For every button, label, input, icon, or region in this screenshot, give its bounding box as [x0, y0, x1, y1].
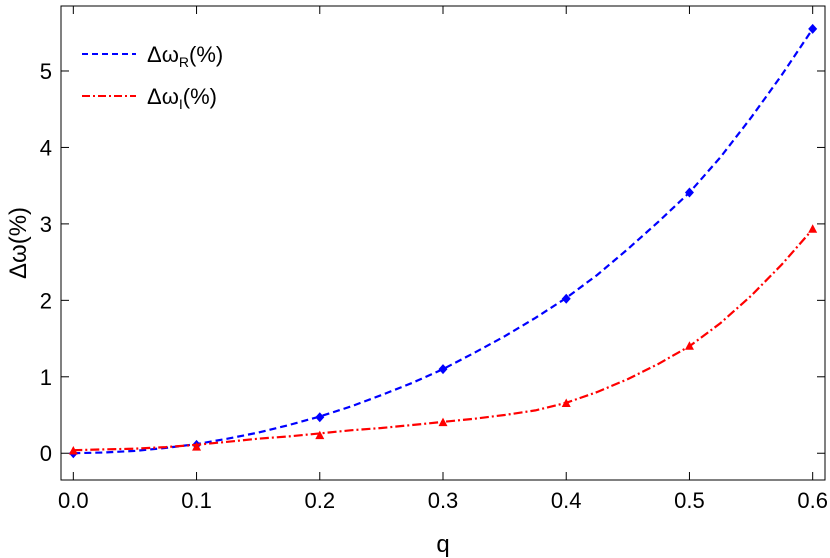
x-axis-title: q	[436, 531, 449, 558]
data-point-triangle	[684, 341, 694, 350]
axis-ticks: 0.0 0.1 0.2 0.3 0.4 0.5 0.6 0 1 2 3 4 5	[40, 6, 828, 513]
data-point-diamond	[438, 364, 448, 375]
y-tick-label: 3	[40, 212, 52, 237]
data-point-diamond	[561, 293, 571, 304]
y-tick-label: 1	[40, 365, 52, 390]
y-tick-label: 5	[40, 59, 52, 84]
data-point-diamond	[808, 23, 818, 34]
x-tick-label: 0.6	[797, 488, 828, 513]
data-point-triangle	[315, 430, 325, 440]
y-tick-label: 0	[40, 441, 52, 466]
legend-label-red: ΔωI(%)	[147, 84, 217, 112]
x-tick-label: 0.0	[58, 488, 89, 513]
data-point-triangle	[192, 442, 202, 451]
series-layer	[68, 23, 818, 459]
y-axis-title: Δω(%)	[5, 207, 32, 279]
legend-label-blue: ΔωR(%)	[147, 42, 223, 70]
x-tick-label: 0.2	[304, 488, 335, 513]
y-tick-label: 2	[40, 288, 52, 313]
x-tick-label: 0.4	[551, 488, 582, 513]
data-point-triangle	[561, 398, 571, 408]
data-point-triangle	[808, 224, 818, 233]
data-point-diamond	[315, 412, 325, 423]
x-tick-label: 0.5	[674, 488, 705, 513]
plot-frame	[60, 5, 826, 481]
x-tick-label: 0.1	[181, 488, 212, 513]
series-line-1	[73, 228, 814, 452]
x-tick-label: 0.3	[428, 488, 459, 513]
y-tick-label: 4	[40, 135, 52, 160]
data-point-diamond	[684, 187, 694, 198]
legend: ΔωR(%) ΔωI(%)	[82, 42, 223, 112]
data-point-triangle	[438, 417, 448, 427]
data-point-triangle	[68, 445, 78, 455]
